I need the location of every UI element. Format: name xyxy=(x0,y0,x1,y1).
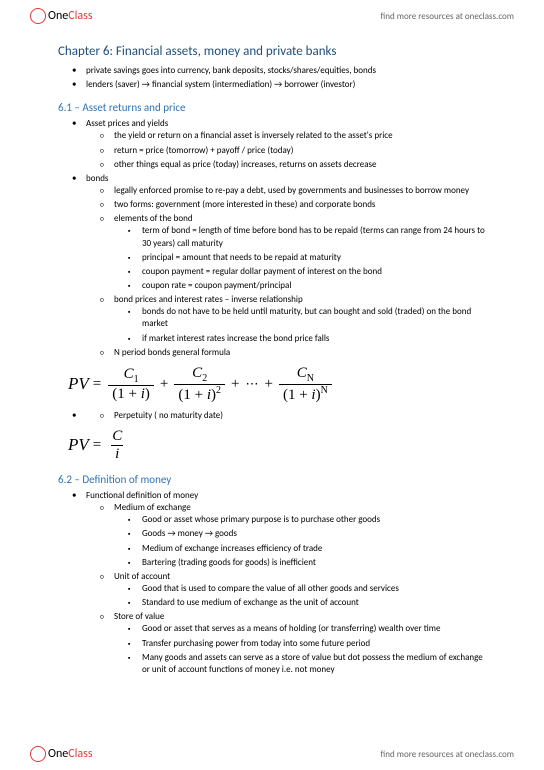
list-item: Medium of exchange Good or asset whose p… xyxy=(86,502,486,569)
list-item: coupon payment = regular dollar payment … xyxy=(114,266,486,278)
list-item: Standard to use medium of exchange as th… xyxy=(114,597,486,609)
list-item: Many goods and assets can serve as a sto… xyxy=(114,652,486,676)
list-item: Store of value Good or asset that serves… xyxy=(86,611,486,676)
list-item: two forms: government (more interested i… xyxy=(86,199,486,211)
header-resources-link[interactable]: find more resources at oneclass.com xyxy=(381,11,514,22)
list-item: Good that is used to compare the value o… xyxy=(114,583,486,595)
item-text: bonds xyxy=(86,173,108,184)
list-item: principal = amount that needs to be repa… xyxy=(114,252,486,264)
list-item: return = price (tomorrow) + payoff / pri… xyxy=(86,145,486,157)
item-text: Functional definition of money xyxy=(86,490,198,501)
page-header: OneClass find more resources at oneclass… xyxy=(0,0,544,26)
list-item: Asset prices and yields the yield or ret… xyxy=(58,118,486,171)
item-text: Medium of exchange xyxy=(114,502,191,513)
pv-symbol: PV xyxy=(68,435,89,455)
logo-text: OneClass xyxy=(48,747,93,761)
list-item: if market interest rates increase the bo… xyxy=(114,333,486,345)
section-62-list: Functional definition of money Medium of… xyxy=(58,490,486,676)
list-item: the yield or return on a financial asset… xyxy=(86,130,486,142)
item-text: Store of value xyxy=(114,611,164,622)
list-item: bond prices and interest rates – inverse… xyxy=(86,294,486,345)
intro-list: private savings goes into currency, bank… xyxy=(58,65,486,91)
list-item: bonds legally enforced promise to re-pay… xyxy=(58,173,486,359)
pv-n-period-formula: PV = C1 (1 + i) + C2 (1 + i)2 + ⋯ + CN (… xyxy=(68,365,486,404)
section-title-62: 6.2 – Definition of money xyxy=(58,473,486,486)
logo-text: OneClass xyxy=(48,9,93,23)
list-item: Functional definition of money Medium of… xyxy=(58,490,486,676)
list-item: Medium of exchange increases efficiency … xyxy=(114,543,486,555)
list-item: other things equal as price (today) incr… xyxy=(86,159,486,171)
fraction-term-2: C2 (1 + i)2 xyxy=(174,365,225,404)
logo-circle-icon xyxy=(30,746,46,762)
item-text: Asset prices and yields xyxy=(86,118,168,129)
logo-circle-icon xyxy=(30,8,46,24)
section-61-list: Asset prices and yields the yield or ret… xyxy=(58,118,486,359)
list-item: bonds do not have to be held until matur… xyxy=(114,306,486,330)
chapter-title: Chapter 6: Financial assets, money and p… xyxy=(58,44,486,59)
pv-symbol: PV xyxy=(68,374,89,394)
footer-resources-link[interactable]: find more resources at oneclass.com xyxy=(381,749,514,760)
list-item: Bartering (trading goods for goods) is i… xyxy=(114,557,486,569)
page-footer: OneClass find more resources at oneclass… xyxy=(0,746,544,762)
blank-indent: Perpetuity ( no maturity date) xyxy=(58,410,486,422)
fraction-term-1: C1 (1 + i) xyxy=(108,366,154,403)
fraction-term-n: CN (1 + i)N xyxy=(279,365,332,404)
list-item: legally enforced promise to re-pay a deb… xyxy=(86,185,486,197)
intro-item: private savings goes into currency, bank… xyxy=(58,65,486,77)
pv-perpetuity-formula: PV = C i xyxy=(68,428,486,463)
list-item: term of bond = length of time before bon… xyxy=(114,225,486,249)
list-item: Goods → money → goods xyxy=(114,528,486,540)
list-item: N period bonds general formula xyxy=(86,347,486,359)
item-text: elements of the bond xyxy=(114,213,193,224)
item-text: Unit of account xyxy=(114,571,170,582)
list-item: Transfer purchasing power from today int… xyxy=(114,638,486,650)
list-item: Good or asset that serves as a means of … xyxy=(114,623,486,635)
list-item: Good or asset whose primary purpose is t… xyxy=(114,514,486,526)
intro-item: lenders (saver) → financial system (inte… xyxy=(58,79,486,91)
list-item: Perpetuity ( no maturity date) xyxy=(86,410,486,422)
document-body: Chapter 6: Financial assets, money and p… xyxy=(0,26,544,676)
item-text: bond prices and interest rates – inverse… xyxy=(114,294,303,305)
list-item: coupon rate = coupon payment/principal xyxy=(114,280,486,292)
brand-logo-footer: OneClass xyxy=(30,746,93,762)
list-item: elements of the bond term of bond = leng… xyxy=(86,213,486,292)
brand-logo: OneClass xyxy=(30,8,93,24)
perpetuity-container: Perpetuity ( no maturity date) xyxy=(58,410,486,422)
list-item: Unit of account Good that is used to com… xyxy=(86,571,486,609)
fraction-perpetuity: C i xyxy=(108,428,126,463)
section-title-61: 6.1 – Asset returns and price xyxy=(58,101,486,114)
